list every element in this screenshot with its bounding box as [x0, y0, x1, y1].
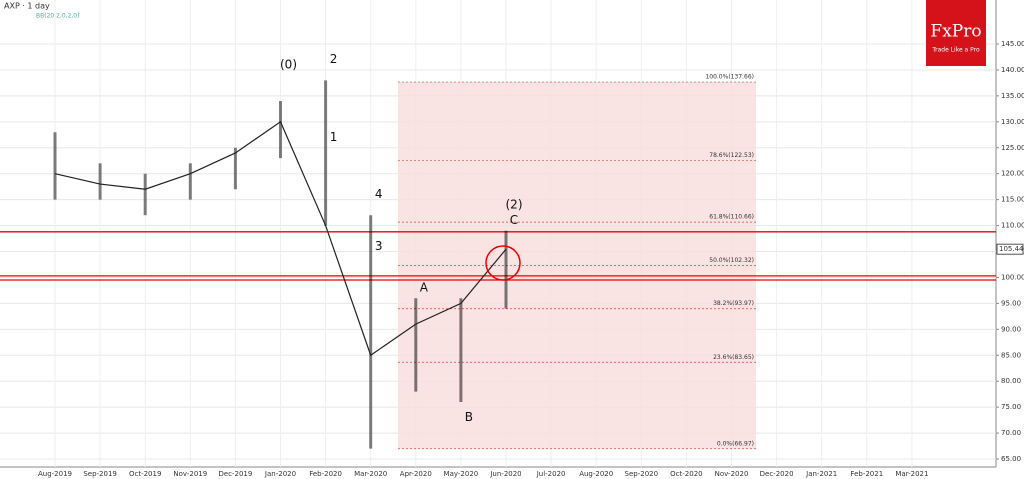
fib-label: 61.8%(110.66) — [709, 214, 754, 221]
indicator-label: BB(20,2,0,2,0) — [36, 13, 79, 20]
y-tick-label: 145.00 — [1001, 40, 1024, 48]
y-tick-label: 90.00 — [1001, 325, 1021, 333]
wave-label: 3 — [375, 239, 383, 253]
y-tick-label: 110.00 — [1001, 222, 1024, 230]
fib-label: 38.2%(93.97) — [713, 300, 754, 307]
y-tick-label: 140.00 — [1001, 66, 1024, 74]
x-tick-label: Jul-2020 — [536, 470, 566, 478]
x-tick-label: Nov-2020 — [715, 470, 749, 478]
x-tick-label: Feb-2020 — [309, 470, 342, 478]
x-tick-label: Sep-2020 — [625, 470, 659, 478]
y-tick-label: 115.00 — [1001, 196, 1024, 204]
chart-title: AXP · 1 day — [4, 2, 50, 11]
wave-label: 2 — [330, 52, 338, 66]
wave-label: C — [510, 213, 518, 227]
y-tick-label: 70.00 — [1001, 429, 1021, 437]
fib-label: 50.0%(102.32) — [709, 257, 754, 264]
x-tick-label: Jan-2021 — [805, 470, 837, 478]
highlight-circle — [485, 245, 521, 281]
wave-label: (2) — [506, 197, 523, 211]
price-tag-label: 105.44 — [999, 245, 1024, 253]
x-tick-label: Dec-2019 — [218, 470, 252, 478]
logo-text: FxPro — [930, 22, 981, 42]
y-tick-label: 120.00 — [1001, 170, 1024, 178]
wave-label: (0) — [280, 57, 297, 71]
x-tick-label: Aug-2020 — [579, 470, 613, 478]
y-tick-label: 135.00 — [1001, 92, 1024, 100]
fib-label: 23.6%(83.65) — [713, 354, 754, 361]
logo-box — [926, 0, 986, 66]
y-tick-label: 85.00 — [1001, 351, 1021, 359]
fib-label: 100.0%(137.66) — [705, 74, 754, 81]
y-tick-label: 100.00 — [1001, 273, 1024, 281]
wave-label: 4 — [375, 187, 383, 201]
x-tick-label: May-2020 — [444, 470, 479, 478]
x-tick-label: Feb-2021 — [850, 470, 883, 478]
fib-zone — [398, 82, 756, 449]
x-tick-label: Apr-2020 — [400, 470, 432, 478]
x-tick-label: Mar-2021 — [895, 470, 928, 478]
y-tick-label: 80.00 — [1001, 377, 1021, 385]
x-tick-label: Sep-2019 — [83, 470, 117, 478]
close-line — [54, 120, 507, 357]
x-tick-label: Oct-2019 — [129, 470, 161, 478]
x-tick-label: Jun-2020 — [489, 470, 521, 478]
y-tick-label: 75.00 — [1001, 403, 1021, 411]
fib-label: 78.6%(122.53) — [709, 152, 754, 159]
x-tick-label: Nov-2019 — [173, 470, 207, 478]
y-tick-label: 95.00 — [1001, 299, 1021, 307]
x-tick-label: Jan-2020 — [264, 470, 296, 478]
logo-tagline: Trade Like a Pro — [931, 47, 980, 54]
fib-label: 0.0%(66.97) — [717, 440, 754, 447]
y-tick-label: 125.00 — [1001, 144, 1024, 152]
wave-label: B — [465, 410, 473, 424]
price-tag — [996, 243, 1024, 255]
x-tick-label: Aug-2019 — [38, 470, 72, 478]
y-tick-label: 130.00 — [1001, 118, 1024, 126]
wave-label: 1 — [330, 130, 338, 144]
x-tick-label: Dec-2020 — [760, 470, 794, 478]
x-tick-label: Mar-2020 — [354, 470, 387, 478]
x-tick-label: Oct-2020 — [670, 470, 702, 478]
y-tick-label: 65.00 — [1001, 455, 1021, 463]
wave-label: A — [420, 280, 429, 294]
